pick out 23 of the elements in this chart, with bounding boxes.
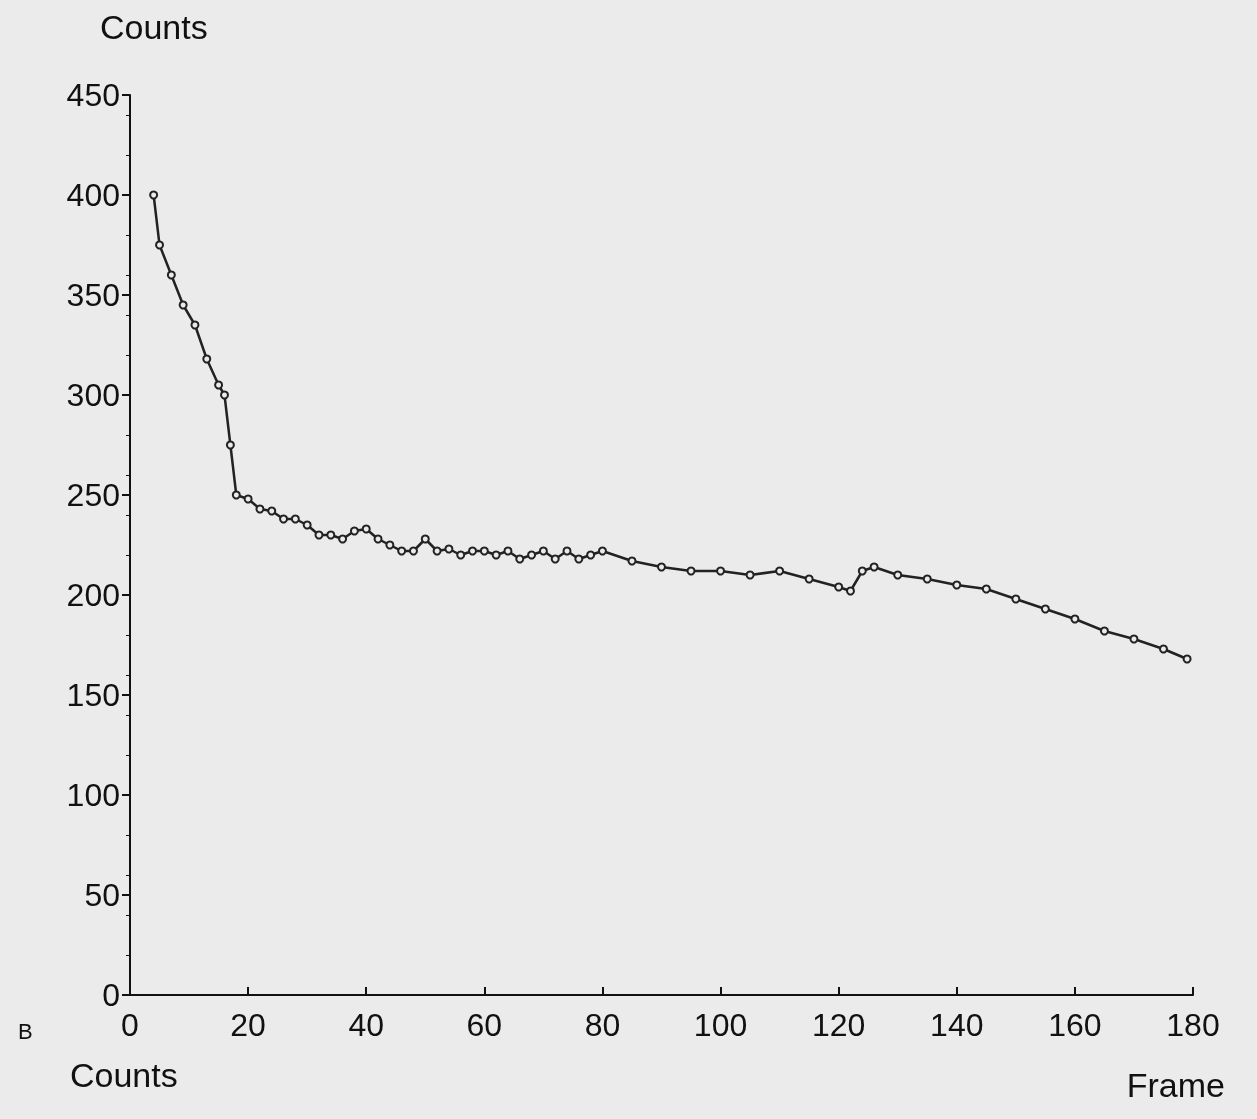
text: Counts xyxy=(70,1056,178,1094)
x-tick-label: 100 xyxy=(693,1007,748,1043)
x-axis-title: Frame xyxy=(1126,1066,1225,1104)
y-tick-label: 150 xyxy=(66,677,120,713)
x-tick-label: 80 xyxy=(584,1007,621,1043)
y-tick-label: 0 xyxy=(102,977,120,1013)
x-tick-label: 60 xyxy=(466,1007,503,1043)
y-tick-label: 250 xyxy=(66,477,120,513)
y-tick-label: 200 xyxy=(66,577,120,613)
y-tick-label: 400 xyxy=(66,177,120,213)
x-tick-label: 20 xyxy=(230,1007,266,1043)
text: B xyxy=(18,1018,33,1044)
y-tick-label: 100 xyxy=(66,777,120,813)
y-tick-label: 50 xyxy=(84,877,120,913)
x-tick-label: 40 xyxy=(348,1007,385,1043)
x-tick-label: 120 xyxy=(811,1007,866,1043)
x-tick-label: 160 xyxy=(1048,1007,1102,1043)
y-tick-label: 300 xyxy=(66,377,120,413)
y-tick-label: 350 xyxy=(66,277,120,313)
x-tick-label: 140 xyxy=(930,1007,984,1043)
x-tick-label: 180 xyxy=(1166,1007,1220,1043)
y-tick-label: 450 xyxy=(66,77,120,113)
y-axis-title: Counts xyxy=(100,8,208,46)
